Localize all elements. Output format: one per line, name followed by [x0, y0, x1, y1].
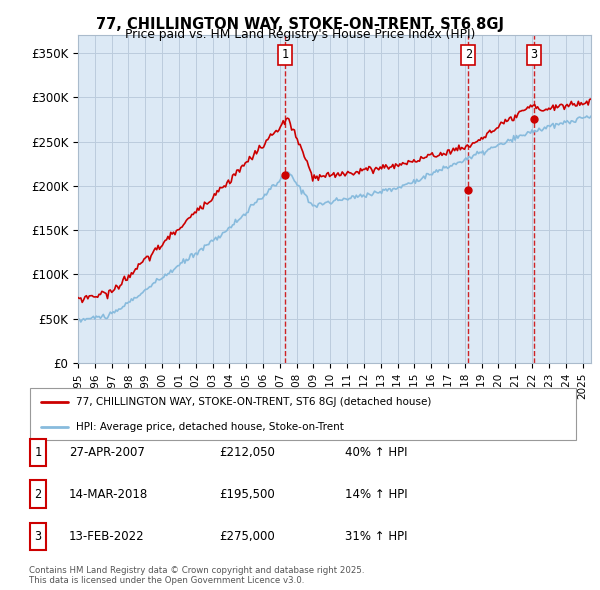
Text: 31% ↑ HPI: 31% ↑ HPI [345, 530, 407, 543]
Text: 1: 1 [34, 446, 41, 460]
Text: 13-FEB-2022: 13-FEB-2022 [69, 530, 145, 543]
FancyBboxPatch shape [30, 523, 46, 550]
Text: 27-APR-2007: 27-APR-2007 [69, 446, 145, 460]
Text: Price paid vs. HM Land Registry's House Price Index (HPI): Price paid vs. HM Land Registry's House … [125, 28, 475, 41]
Text: 3: 3 [34, 530, 41, 543]
Text: 77, CHILLINGTON WAY, STOKE-ON-TRENT, ST6 8GJ (detached house): 77, CHILLINGTON WAY, STOKE-ON-TRENT, ST6… [76, 397, 432, 407]
Text: 1: 1 [281, 48, 289, 61]
Text: Contains HM Land Registry data © Crown copyright and database right 2025.
This d: Contains HM Land Registry data © Crown c… [29, 566, 364, 585]
FancyBboxPatch shape [30, 388, 576, 440]
Text: 40% ↑ HPI: 40% ↑ HPI [345, 446, 407, 460]
FancyBboxPatch shape [30, 439, 46, 467]
Text: 2: 2 [34, 487, 41, 501]
Text: £275,000: £275,000 [219, 530, 275, 543]
Text: £195,500: £195,500 [219, 487, 275, 501]
Text: 14-MAR-2018: 14-MAR-2018 [69, 487, 148, 501]
FancyBboxPatch shape [30, 480, 46, 508]
Text: 3: 3 [530, 48, 538, 61]
Text: £212,050: £212,050 [219, 446, 275, 460]
Text: HPI: Average price, detached house, Stoke-on-Trent: HPI: Average price, detached house, Stok… [76, 422, 344, 431]
Text: 14% ↑ HPI: 14% ↑ HPI [345, 487, 407, 501]
Text: 2: 2 [464, 48, 472, 61]
Text: 77, CHILLINGTON WAY, STOKE-ON-TRENT, ST6 8GJ: 77, CHILLINGTON WAY, STOKE-ON-TRENT, ST6… [96, 17, 504, 31]
